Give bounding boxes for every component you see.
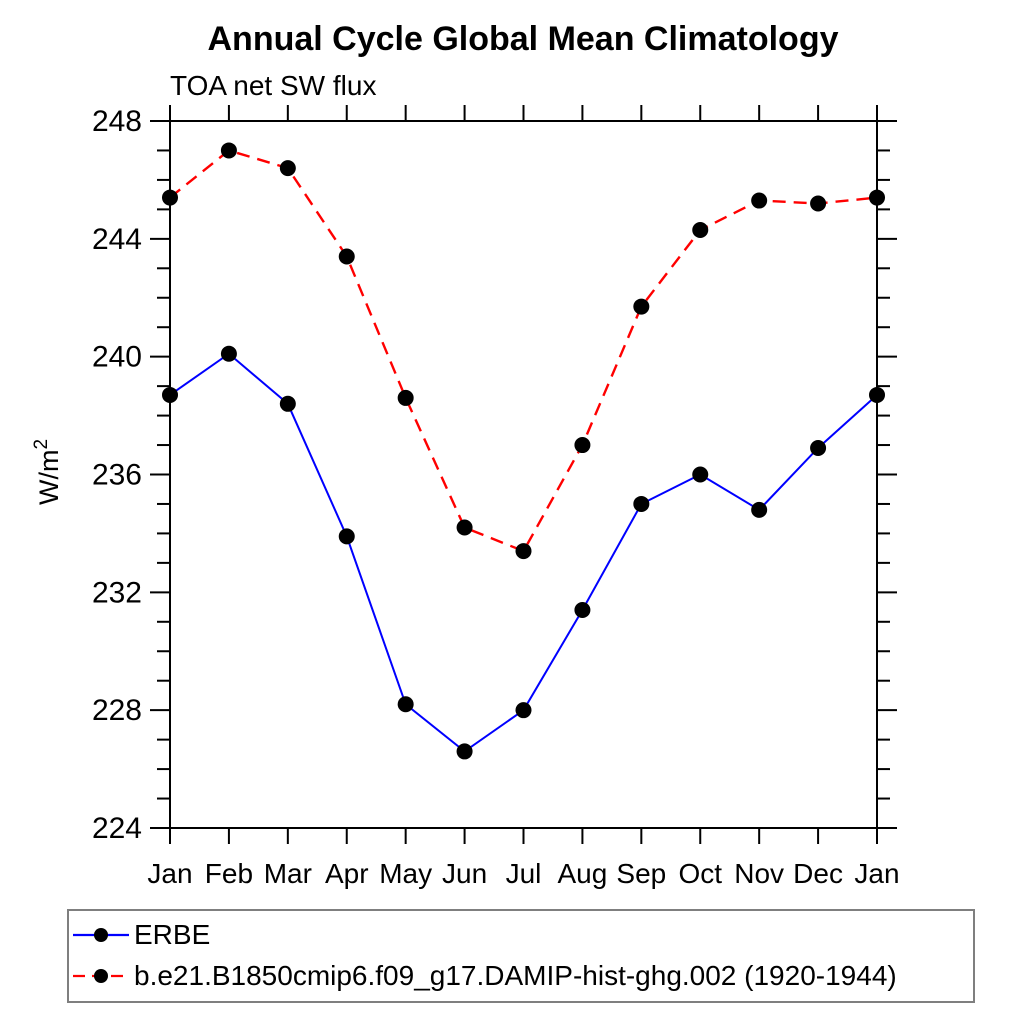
series-1-data-point-marker [633, 298, 650, 315]
series-1-data-point-marker [338, 248, 355, 265]
y-axis-tick-label: 228 [92, 694, 142, 727]
series-1-data-point-marker [751, 192, 768, 209]
series-1-data-point-marker [162, 189, 178, 206]
x-axis-tick-label: Jan [147, 858, 192, 889]
legend-solid-line-icon [73, 928, 129, 942]
x-axis-tick-label: Dec [793, 858, 843, 889]
x-axis-tick-label: Feb [205, 858, 253, 889]
series-0-data-point-marker [279, 395, 296, 412]
x-axis-tick-label: Nov [734, 858, 784, 889]
legend-item-label: ERBE [134, 919, 211, 950]
series-1-data-point-marker [456, 519, 473, 536]
y-axis-tick-label: 240 [92, 341, 142, 374]
legend-key-marker [94, 969, 108, 983]
y-axis-tick-label: 232 [92, 576, 142, 609]
legend-item-model: b.e21.B1850cmip6.f09_g17.DAMIP-hist-ghg.… [70, 958, 897, 994]
x-axis-tick-label: Sep [616, 858, 666, 889]
series-0-data-point-marker [633, 495, 650, 512]
series-0-data-point-marker [397, 696, 414, 713]
x-axis-tick-label: Oct [678, 858, 722, 889]
y-axis-tick-label: 224 [92, 812, 142, 845]
series-0-data-point-marker [162, 386, 178, 403]
y-axis-tick-label: 236 [92, 459, 142, 492]
series-0-data-point-marker [515, 702, 532, 719]
series-1-data-point-marker [869, 189, 885, 206]
x-axis-tick-label: Jul [506, 858, 542, 889]
series-0-data-point-marker [810, 439, 827, 456]
series-0-data-point-marker [220, 345, 237, 362]
series-0-data-point-marker [869, 386, 885, 403]
series-1-data-point-marker [515, 543, 532, 560]
y-axis-title: W/m2 [31, 439, 64, 505]
series-1-data-point-marker [810, 195, 827, 212]
series-1-data-point-marker [692, 221, 709, 238]
series-0-data-point-marker [456, 743, 473, 760]
series-0-data-point-marker [692, 466, 709, 483]
series-line-1 [169, 149, 878, 553]
series-0-data-point-marker [751, 501, 768, 518]
series-1-data-point-marker [397, 389, 414, 406]
legend-item-erbe: ERBE [70, 917, 210, 953]
x-axis-tick-label: May [379, 858, 432, 889]
x-axis-tick-label: Apr [325, 858, 369, 889]
y-axis-tick-label: 248 [92, 105, 142, 138]
series-0-data-point-marker [338, 528, 355, 545]
series-1-data-point-marker [279, 160, 296, 177]
x-axis-tick-label: Jun [442, 858, 487, 889]
legend-dashed-line-icon [73, 969, 129, 983]
series-0-data-point-marker [574, 602, 591, 619]
chart-subtitle: TOA net SW flux [170, 70, 377, 101]
legend-item-label: b.e21.B1850cmip6.f09_g17.DAMIP-hist-ghg.… [134, 960, 897, 991]
series-1-data-point-marker [574, 437, 591, 454]
y-axis-tick-label: 244 [92, 223, 142, 256]
legend-key-marker [94, 928, 108, 942]
x-axis-tick-label: Aug [558, 858, 608, 889]
chart-title: Annual Cycle Global Mean Climatology [207, 20, 839, 58]
series-1-data-point-marker [220, 142, 237, 159]
x-axis-tick-label: Mar [264, 858, 312, 889]
x-axis-tick-label: Jan [854, 858, 899, 889]
legend: ERBE b.e21.B1850cmip6.f09_g17.DAMIP-hist… [67, 909, 975, 1003]
plot-frame [169, 120, 878, 829]
